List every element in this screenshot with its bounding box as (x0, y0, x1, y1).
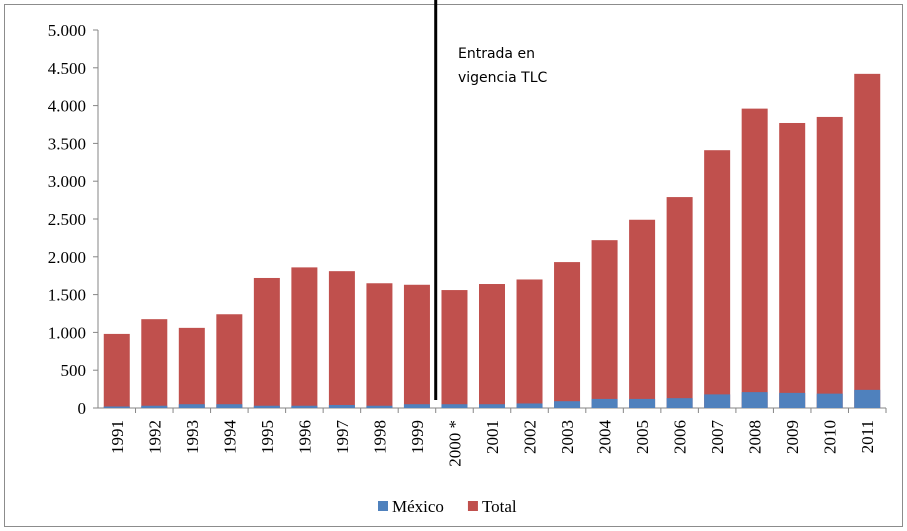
bar (141, 319, 168, 408)
bar (554, 262, 581, 408)
legend-label: México (392, 497, 444, 516)
bar (178, 404, 205, 408)
y-tick-label: 4.000 (48, 97, 86, 116)
bar (479, 284, 505, 408)
legend-swatch (378, 501, 388, 511)
bar (779, 122, 806, 408)
bar (516, 403, 543, 408)
x-tick-label: 2006 (671, 420, 690, 454)
bar (441, 404, 468, 408)
bar (216, 404, 243, 408)
x-tick-label: 1995 (258, 420, 277, 454)
bar (816, 393, 843, 408)
legend-label: Total (482, 497, 517, 516)
bar (816, 116, 843, 408)
bar (253, 405, 280, 408)
bar (403, 284, 430, 408)
legend-swatch (467, 501, 478, 511)
x-tick-label: 1996 (295, 420, 314, 454)
bar (629, 398, 656, 408)
y-tick-label: 1.000 (48, 323, 86, 342)
bar (291, 267, 318, 408)
bar (516, 279, 543, 408)
bar (704, 394, 731, 408)
y-tick-label: 2.000 (48, 248, 86, 267)
bar (366, 283, 393, 408)
bar (741, 108, 768, 409)
x-tick-label: 2004 (596, 420, 615, 455)
bar (554, 401, 581, 408)
bar (591, 398, 618, 408)
bar (629, 219, 656, 408)
bar (253, 277, 280, 408)
y-tick-label: 500 (61, 361, 87, 380)
chart-frame (4, 4, 903, 527)
x-tick-label: 1998 (370, 420, 389, 454)
bar (103, 333, 130, 408)
bar (328, 271, 355, 408)
bar (854, 73, 881, 409)
bar (854, 389, 881, 408)
x-tick-label: 1994 (220, 420, 239, 455)
bar (291, 405, 318, 408)
bar (216, 314, 243, 408)
annotation: Entrada en vigencia TLC (458, 46, 548, 86)
x-tick-label: 2009 (783, 420, 802, 454)
bar (103, 406, 130, 408)
x-tick-label: 2005 (633, 420, 652, 454)
y-tick-label: 3.000 (48, 172, 86, 191)
bar (403, 404, 430, 408)
y-tick-label: 2.500 (48, 210, 86, 229)
bar (666, 398, 693, 408)
x-tick-label: 1993 (183, 420, 202, 454)
y-tick-label: 1.500 (48, 286, 86, 305)
x-tick-label: 2008 (746, 420, 765, 454)
x-tick-label: 2011 (858, 420, 877, 453)
x-tick-label: 1992 (145, 420, 164, 454)
x-tick-label: 1991 (108, 420, 127, 454)
bar (479, 404, 505, 408)
y-tick-label: 5.000 (48, 21, 86, 40)
bar (666, 197, 693, 408)
x-tick-label: 2007 (708, 420, 727, 455)
bar (141, 405, 168, 408)
x-tick-label: 2002 (521, 420, 540, 454)
y-tick-label: 4.500 (48, 59, 86, 78)
bar (741, 392, 768, 408)
bar (366, 405, 393, 408)
y-tick-label: 0 (78, 399, 87, 418)
y-tick-label: 3.500 (48, 134, 86, 153)
bar (704, 150, 731, 409)
bar (328, 404, 355, 408)
x-tick-label: 1997 (333, 420, 352, 455)
x-tick-label: 2000 * (445, 420, 464, 467)
bar (441, 290, 468, 408)
x-tick-label: 2003 (558, 420, 577, 454)
x-tick-label: 1999 (408, 420, 427, 454)
x-tick-label: 2001 (483, 420, 502, 454)
bar (178, 327, 205, 408)
bar (591, 240, 618, 408)
x-tick-label: 2010 (821, 420, 840, 454)
bar (779, 392, 806, 408)
